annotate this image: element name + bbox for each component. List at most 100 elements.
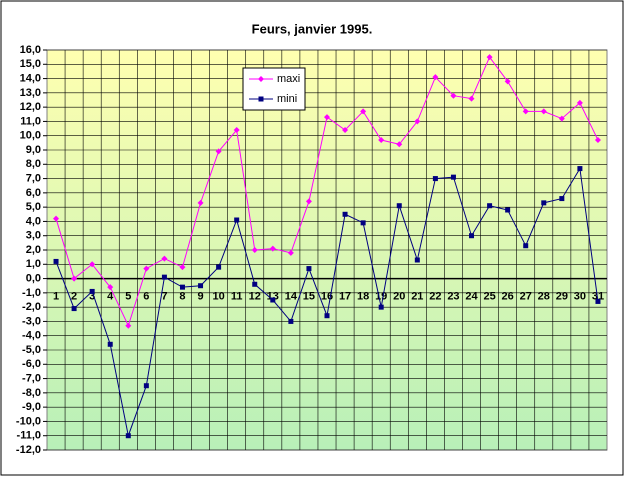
x-tick-label: 26 — [502, 290, 514, 302]
y-tick-label: 2,0 — [26, 244, 41, 256]
chart-title: Feurs, janvier 1995. — [252, 21, 373, 36]
y-tick-label: 13,0 — [20, 87, 41, 99]
y-tick-label: -6,0 — [22, 358, 41, 370]
point — [53, 215, 60, 222]
point — [396, 141, 403, 148]
point — [197, 199, 204, 206]
y-tick-label: 0,0 — [26, 272, 41, 284]
point — [576, 99, 583, 106]
x-tick-label: 18 — [357, 290, 369, 302]
point — [360, 220, 366, 226]
point — [215, 148, 222, 155]
point — [252, 281, 258, 287]
point — [360, 108, 367, 115]
point — [594, 137, 601, 143]
y-tick-label: 11,0 — [20, 115, 41, 127]
point — [107, 341, 113, 347]
point — [53, 258, 59, 264]
y-tick-label: -7,0 — [22, 372, 41, 384]
legend-label: mini — [277, 93, 297, 105]
x-tick-label: 25 — [483, 290, 495, 302]
point — [324, 313, 330, 319]
point — [504, 78, 511, 85]
point — [414, 118, 421, 125]
x-tick-label: 24 — [465, 290, 478, 302]
x-tick-label: 28 — [538, 290, 550, 302]
x-tick-label: 23 — [447, 290, 459, 302]
point — [468, 95, 475, 102]
y-tick-label: -8,0 — [22, 387, 41, 399]
y-tick-label: 9,0 — [26, 144, 41, 156]
x-tick-label: 5 — [125, 290, 131, 302]
y-tick-label: 15,0 — [20, 58, 41, 70]
y-tick-label: 3,0 — [26, 230, 41, 242]
point — [469, 233, 475, 239]
legend-box — [242, 67, 306, 111]
x-tick-label: 1 — [53, 290, 59, 302]
point — [378, 137, 385, 143]
point — [288, 318, 294, 324]
point — [432, 74, 439, 81]
x-tick-label: 20 — [393, 290, 405, 302]
y-tick-label: 8,0 — [26, 158, 41, 170]
point — [179, 264, 186, 271]
point — [414, 257, 420, 263]
y-tick-label: 1,0 — [26, 258, 41, 270]
x-tick-label: 22 — [429, 290, 441, 302]
y-tick-label: 5,0 — [26, 201, 41, 213]
point — [558, 115, 565, 122]
y-tick-label: -11,0 — [17, 430, 41, 442]
point — [450, 174, 456, 180]
point — [540, 108, 547, 115]
x-tick-label: 27 — [520, 290, 532, 302]
point — [450, 92, 457, 99]
point — [71, 275, 78, 282]
y-tick-label: 12,0 — [20, 101, 41, 113]
x-tick-label: 3 — [89, 290, 95, 302]
y-tick-label: -9,0 — [22, 401, 41, 413]
point — [269, 245, 276, 252]
y-tick-label: -10,0 — [16, 415, 41, 427]
point — [577, 166, 583, 172]
point — [143, 265, 150, 272]
y-tick-label: -3,0 — [22, 315, 41, 327]
point — [234, 217, 240, 223]
y-tick-label: 4,0 — [26, 215, 41, 227]
y-tick-label: 6,0 — [26, 187, 41, 199]
y-tick-label: 7,0 — [26, 172, 41, 184]
point — [487, 203, 493, 209]
x-tick-label: 13 — [267, 290, 279, 302]
y-tick-label: 16,0 — [20, 44, 41, 56]
point — [432, 176, 438, 182]
legend-label: maxi — [277, 73, 300, 85]
point — [270, 297, 276, 303]
y-tick-label: -2,0 — [22, 301, 41, 313]
y-tick-label: 10,0 — [20, 130, 41, 142]
x-tick-label: 8 — [179, 290, 185, 302]
x-tick-label: 29 — [556, 290, 568, 302]
y-tick-label: -5,0 — [22, 344, 41, 356]
point — [125, 322, 132, 329]
point — [89, 288, 95, 294]
x-tick-label: 10 — [212, 290, 224, 302]
y-tick-label: -4,0 — [22, 330, 41, 342]
legend-marker — [258, 96, 264, 102]
point — [179, 284, 185, 290]
point — [486, 54, 493, 61]
y-tick-label: -1,0 — [22, 287, 41, 299]
point — [541, 200, 547, 206]
x-tick-label: 9 — [197, 290, 203, 302]
point — [305, 198, 312, 205]
point — [324, 114, 330, 121]
point — [251, 247, 258, 253]
point — [71, 306, 77, 312]
point — [161, 255, 168, 262]
point — [342, 211, 348, 217]
point — [522, 108, 529, 115]
point — [595, 298, 601, 304]
point — [125, 433, 131, 439]
x-tick-label: 7 — [161, 290, 167, 302]
point — [306, 266, 312, 272]
point — [107, 284, 114, 291]
